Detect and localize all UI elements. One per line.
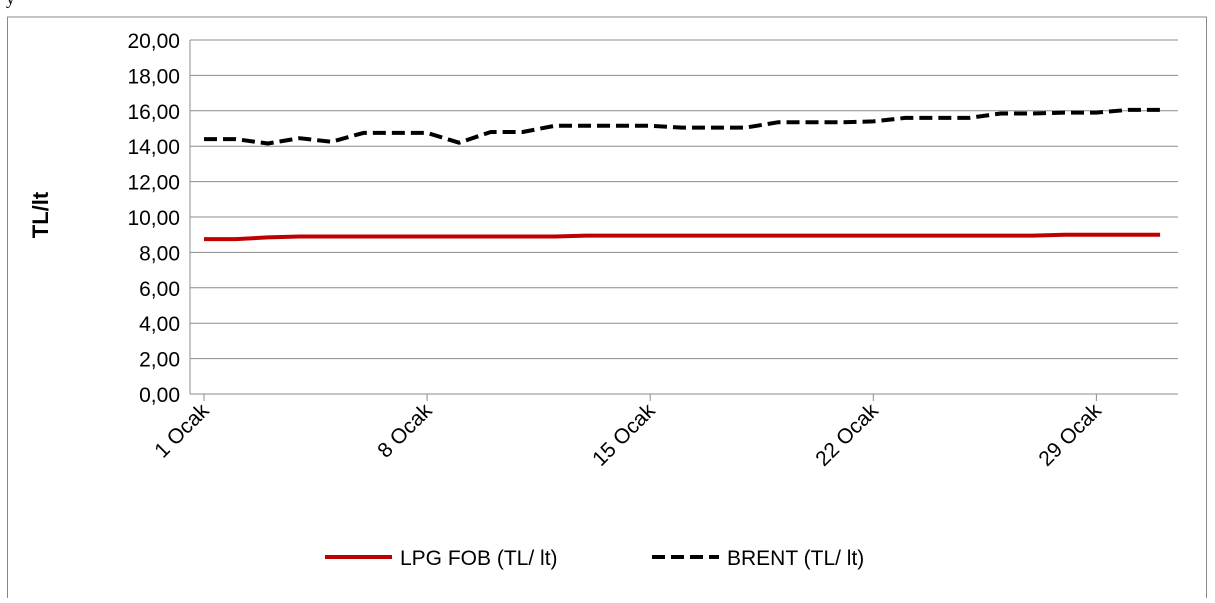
gridlines <box>190 39 1178 360</box>
legend-label: LPG FOB (TL/ lt) <box>400 547 558 570</box>
legend-label: BRENT (TL/ lt) <box>727 547 864 570</box>
x-tick-label: 29 Ocak <box>1034 399 1106 471</box>
series-line-brent <box>204 107 1161 146</box>
y-tick-label: 18,00 <box>127 65 180 88</box>
legend: LPG FOB (TL/ lt) BRENT (TL/ lt) <box>325 547 864 570</box>
series-lines <box>204 107 1161 242</box>
y-tick-label: 6,00 <box>139 278 180 301</box>
y-tick-label: 4,00 <box>139 313 180 336</box>
x-tick-label: 22 Ocak <box>811 399 883 471</box>
axes <box>189 40 1178 395</box>
chart-border <box>7 16 1207 603</box>
x-tick-label: 1 Ocak <box>150 399 214 463</box>
cut-off-caption: y <box>6 0 15 9</box>
y-tick-labels: 0,00 2,00 4,00 6,00 8,00 10,00 12,00 14,00 16,00… <box>127 30 180 407</box>
x-tick-labels: 1 Ocak 8 Ocak 15 Ocak 22 Ocak 29 Ocak <box>150 394 1106 471</box>
y-tick-label: 0,00 <box>139 384 180 407</box>
y-tick-label: 20,00 <box>127 30 180 53</box>
cut-off-text-strip: y <box>0 0 1215 16</box>
y-tick-label: 16,00 <box>127 101 180 124</box>
x-tick-label: 8 Ocak <box>373 399 437 463</box>
y-tick-label: 2,00 <box>139 349 180 372</box>
y-tick-label: 10,00 <box>127 207 180 230</box>
y-tick-label: 12,00 <box>127 172 180 195</box>
y-tick-label: 14,00 <box>127 136 180 159</box>
y-tick-label: 8,00 <box>139 242 180 265</box>
x-tick-label: 15 Ocak <box>588 399 660 471</box>
y-axis-label: TL/lt <box>28 191 53 238</box>
series-line-lpg-fob <box>204 232 1161 242</box>
